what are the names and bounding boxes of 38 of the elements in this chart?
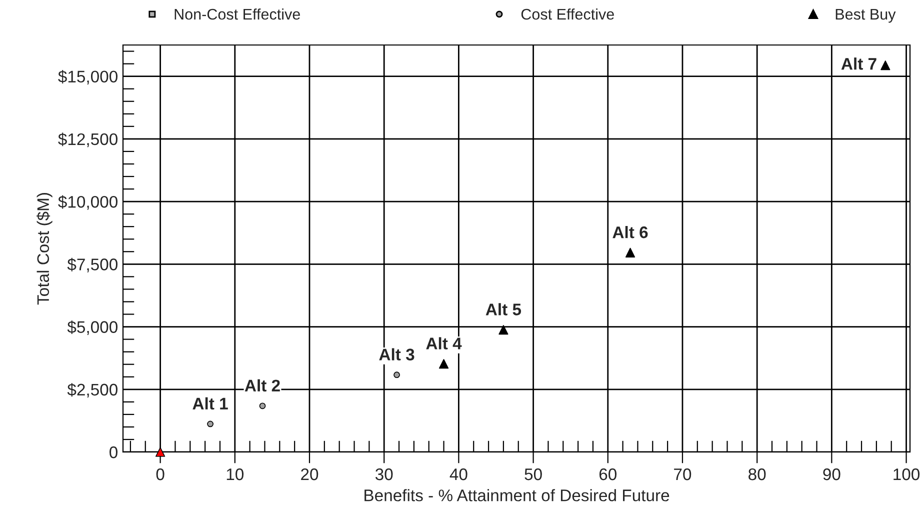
- point: [394, 372, 400, 378]
- x-tick-label: 40: [450, 468, 468, 480]
- annotation: Alt 6: [612, 226, 648, 238]
- x-axis-title: Benefits - % Attainment of Desired Future: [364, 489, 670, 502]
- x-tick-label: 10: [226, 468, 244, 480]
- point: [880, 60, 890, 70]
- x-tick-label: 20: [301, 468, 318, 480]
- y-axis-title: Total Cost ($M): [36, 193, 52, 305]
- y-tick-label: $12,500: [58, 132, 118, 148]
- annotation: Alt 7: [841, 58, 876, 70]
- point: [625, 248, 636, 258]
- x-tick-label: 0: [156, 468, 164, 480]
- x-tick-label: 70: [674, 468, 692, 480]
- y-tick-label: 0: [110, 446, 118, 458]
- point: [438, 359, 449, 369]
- y-tick-label: $15,000: [58, 70, 118, 84]
- legend-label: Best Buy: [836, 9, 896, 23]
- y-tick-label: $5,000: [67, 320, 118, 335]
- x-tick-label: 60: [599, 468, 616, 480]
- x-tick-label: 30: [375, 468, 393, 480]
- legend-label: Cost Effective: [521, 8, 614, 20]
- annotation: Alt 2: [244, 379, 280, 392]
- x-tick-label: 80: [748, 468, 766, 480]
- legend-label: Non-Cost Effective: [174, 8, 300, 20]
- y-tick-label: $2,500: [67, 383, 118, 398]
- annotation: Alt 4: [426, 337, 462, 350]
- point: [207, 420, 214, 428]
- point: [155, 447, 166, 457]
- point: [498, 324, 508, 335]
- annotation: Alt 5: [486, 303, 522, 316]
- annotation: Alt 3: [379, 348, 414, 360]
- x-tick-label: 100: [894, 468, 920, 480]
- annotation: Alt 1: [192, 397, 228, 410]
- x-tick-label: 50: [524, 468, 542, 480]
- x-tick-label: 90: [823, 468, 840, 480]
- point: [259, 402, 266, 410]
- y-tick-label: $10,000: [58, 195, 118, 210]
- y-tick-label: $7,500: [67, 258, 118, 272]
